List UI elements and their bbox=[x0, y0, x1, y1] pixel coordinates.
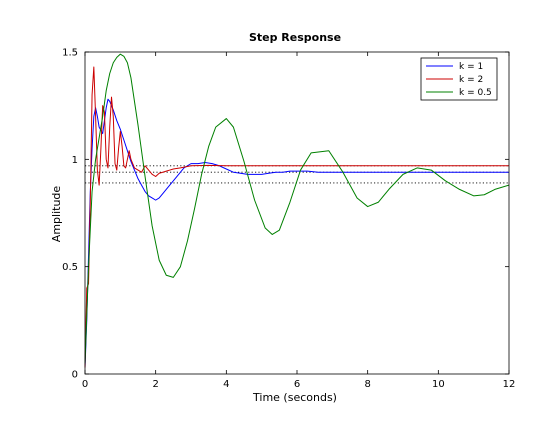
legend-label-k-0-5: k = 0.5 bbox=[459, 88, 492, 98]
legend-entry-k-1: k = 1 bbox=[426, 62, 483, 72]
x-axis-label: Time (seconds) bbox=[252, 391, 337, 404]
legend-label-k-2: k = 2 bbox=[459, 75, 483, 85]
x-tick-label-1: 2 bbox=[152, 379, 158, 390]
series-line-k-2 bbox=[84, 66, 509, 368]
series-line-k-1 bbox=[84, 98, 509, 368]
y-axis-label: Amplitude bbox=[50, 186, 63, 243]
y-tick-label-3: 1.5 bbox=[62, 48, 78, 59]
x-tick-label-0: 0 bbox=[82, 379, 88, 390]
x-tick-label-3: 6 bbox=[294, 379, 300, 390]
chart-title: Step Response bbox=[249, 31, 341, 44]
x-tick-label-6: 12 bbox=[503, 379, 516, 390]
x-tick-label-2: 4 bbox=[223, 379, 229, 390]
series-line-k-0-5 bbox=[84, 53, 510, 364]
plot-area bbox=[85, 52, 509, 374]
y-tick-label-0: 0 bbox=[72, 370, 78, 381]
series-layer bbox=[84, 53, 510, 368]
legend-label-k-1: k = 1 bbox=[459, 62, 483, 72]
legend-entry-k-0-5: k = 0.5 bbox=[426, 88, 492, 98]
axis-ticks: 0 2 4 6 8 10 12 0 0.5 1 1.5 bbox=[62, 48, 515, 391]
legend: k = 1 k = 2 k = 0.5 bbox=[420, 57, 498, 101]
x-tick-label-4: 8 bbox=[364, 379, 370, 390]
legend-entry-k-2: k = 2 bbox=[426, 75, 483, 85]
x-tick-label-5: 10 bbox=[432, 379, 445, 390]
y-tick-label-2: 1 bbox=[72, 155, 78, 166]
y-tick-label-1: 0.5 bbox=[62, 262, 78, 273]
